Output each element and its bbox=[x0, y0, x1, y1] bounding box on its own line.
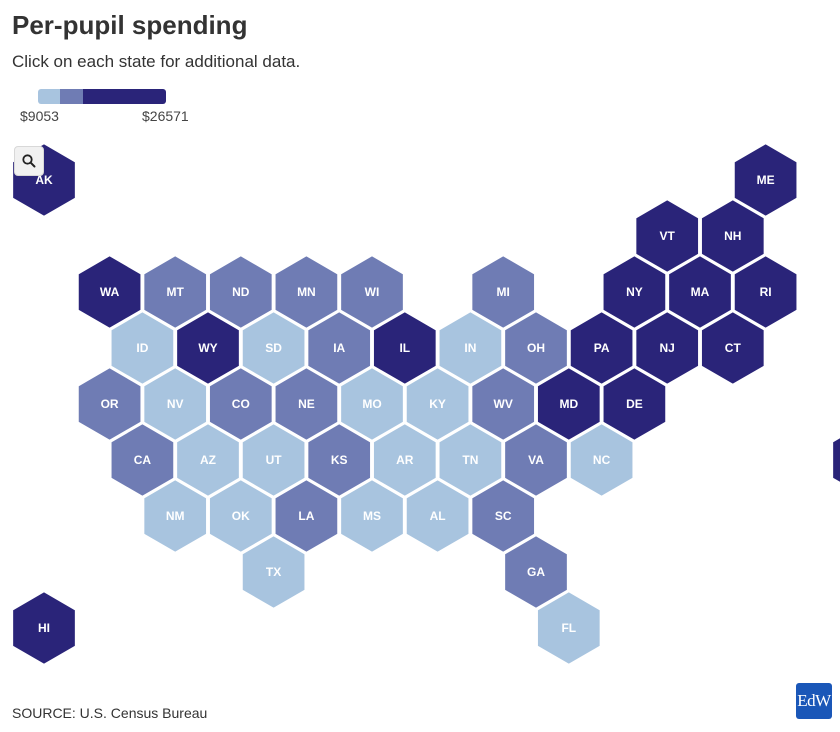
state-shape-md[interactable] bbox=[536, 366, 602, 442]
state-shape-pa[interactable] bbox=[569, 310, 634, 386]
state-shape-or[interactable] bbox=[77, 366, 142, 442]
state-shape-wy[interactable] bbox=[175, 310, 241, 386]
state-shape-va[interactable] bbox=[503, 422, 569, 498]
state-shape-wa[interactable] bbox=[77, 254, 142, 330]
source-note: SOURCE: U.S. Census Bureau bbox=[12, 705, 208, 721]
state-shape-nm[interactable] bbox=[142, 478, 208, 554]
state-shape-ut[interactable] bbox=[241, 422, 306, 498]
state-shape-fl[interactable] bbox=[536, 590, 602, 666]
legend-max-label: $26571 bbox=[142, 108, 189, 124]
state-shape-wv[interactable] bbox=[470, 366, 536, 442]
state-shape-mi[interactable] bbox=[470, 254, 536, 330]
state-shape-ri[interactable] bbox=[733, 254, 798, 330]
state-shape-ar[interactable] bbox=[372, 422, 438, 498]
state-shape-sd[interactable] bbox=[241, 310, 306, 386]
zoom-button[interactable] bbox=[14, 146, 44, 176]
state-shape-al[interactable] bbox=[405, 478, 470, 554]
search-icon bbox=[22, 154, 36, 168]
state-shape-ct[interactable] bbox=[700, 310, 766, 386]
state-shape-nd[interactable] bbox=[208, 254, 274, 330]
legend-swatch-2 bbox=[60, 89, 83, 104]
state-shape-nc[interactable] bbox=[569, 422, 634, 498]
legend-color-scale bbox=[38, 89, 166, 104]
state-shape-la[interactable] bbox=[274, 478, 339, 554]
state-shape-nv[interactable] bbox=[142, 366, 208, 442]
state-shape-nh[interactable] bbox=[700, 198, 766, 274]
state-shape-hi[interactable] bbox=[11, 590, 77, 666]
state-shape-ia[interactable] bbox=[306, 310, 372, 386]
state-shape-mo[interactable] bbox=[339, 366, 405, 442]
legend-swatch-1 bbox=[38, 89, 60, 104]
state-shape-ca[interactable] bbox=[110, 422, 175, 498]
state-hex-hi[interactable]: HI bbox=[11, 590, 77, 666]
state-shape-mt[interactable] bbox=[142, 254, 208, 330]
page-subtitle: Click on each state for additional data. bbox=[12, 52, 301, 71]
state-shape-ne[interactable] bbox=[274, 366, 339, 442]
state-shape-oh[interactable] bbox=[503, 310, 569, 386]
state-shape-id[interactable] bbox=[110, 310, 175, 386]
legend-swatch-3 bbox=[83, 89, 166, 104]
state-shape-mn[interactable] bbox=[274, 254, 339, 330]
state-shape-ks[interactable] bbox=[306, 422, 372, 498]
state-shape-in[interactable] bbox=[438, 310, 503, 386]
state-shape-vt[interactable] bbox=[634, 198, 700, 274]
state-hex-dc[interactable]: DC bbox=[831, 424, 840, 497]
state-shape-me[interactable] bbox=[733, 142, 798, 218]
legend-min-label: $9053 bbox=[20, 108, 59, 124]
state-shape-ms[interactable] bbox=[339, 478, 405, 554]
state-shape-az[interactable] bbox=[175, 422, 241, 498]
state-shape-ny[interactable] bbox=[602, 254, 667, 330]
page-title: Per-pupil spending bbox=[12, 10, 248, 40]
state-shape-nj[interactable] bbox=[634, 310, 700, 386]
state-shape-co[interactable] bbox=[208, 366, 274, 442]
state-shape-ok[interactable] bbox=[208, 478, 274, 554]
state-shape-wi[interactable] bbox=[339, 254, 405, 330]
state-shape-dc[interactable] bbox=[831, 424, 840, 497]
state-shape-ky[interactable] bbox=[405, 366, 470, 442]
state-shape-il[interactable] bbox=[372, 310, 438, 386]
state-shape-tx[interactable] bbox=[241, 534, 306, 610]
state-shape-de[interactable] bbox=[602, 366, 667, 442]
state-shape-ma[interactable] bbox=[667, 254, 733, 330]
state-shape-sc[interactable] bbox=[470, 478, 536, 554]
publisher-logo: EdW bbox=[796, 683, 832, 719]
state-shape-tn[interactable] bbox=[438, 422, 503, 498]
state-shape-ga[interactable] bbox=[503, 534, 569, 610]
